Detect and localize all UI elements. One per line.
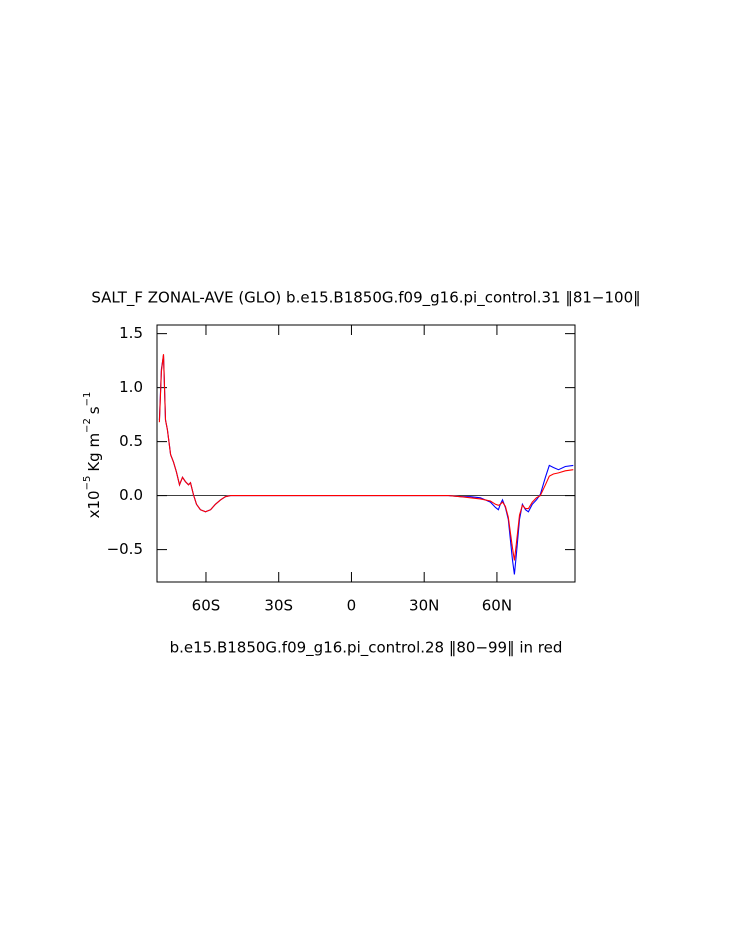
y-tick-label: 1.5 xyxy=(119,324,143,342)
y-tick-label: 1.0 xyxy=(119,378,143,396)
chart-subtitle: b.e15.B1850G.f09_g16.pi_control.28 ‖80−9… xyxy=(170,639,563,658)
y-label-part: −2 xyxy=(82,418,93,433)
y-tick-label: 0.0 xyxy=(119,486,143,504)
x-tick-label: 30N xyxy=(409,597,439,615)
x-tick-label: 60N xyxy=(482,597,512,615)
y-tick-label: −0.5 xyxy=(107,540,143,558)
x-tick-label: 30S xyxy=(264,597,293,615)
y-tick-label: 0.5 xyxy=(119,432,143,450)
series-line xyxy=(158,354,574,561)
x-tick-label: 60S xyxy=(192,597,221,615)
plot-frame xyxy=(156,324,576,583)
x-tick-label: 0 xyxy=(347,597,357,615)
y-label-part: −5 xyxy=(82,476,93,491)
y-axis-label: x10−5 Kg m−2 s−1 xyxy=(82,392,103,519)
y-label-part: −1 xyxy=(82,392,93,407)
chart-title: SALT_F ZONAL-AVE (GLO) b.e15.B1850G.f09_… xyxy=(91,289,640,308)
y-label-part: x10 xyxy=(85,490,103,518)
y-label-part: s xyxy=(85,406,103,414)
y-label-part: Kg m xyxy=(85,433,103,472)
